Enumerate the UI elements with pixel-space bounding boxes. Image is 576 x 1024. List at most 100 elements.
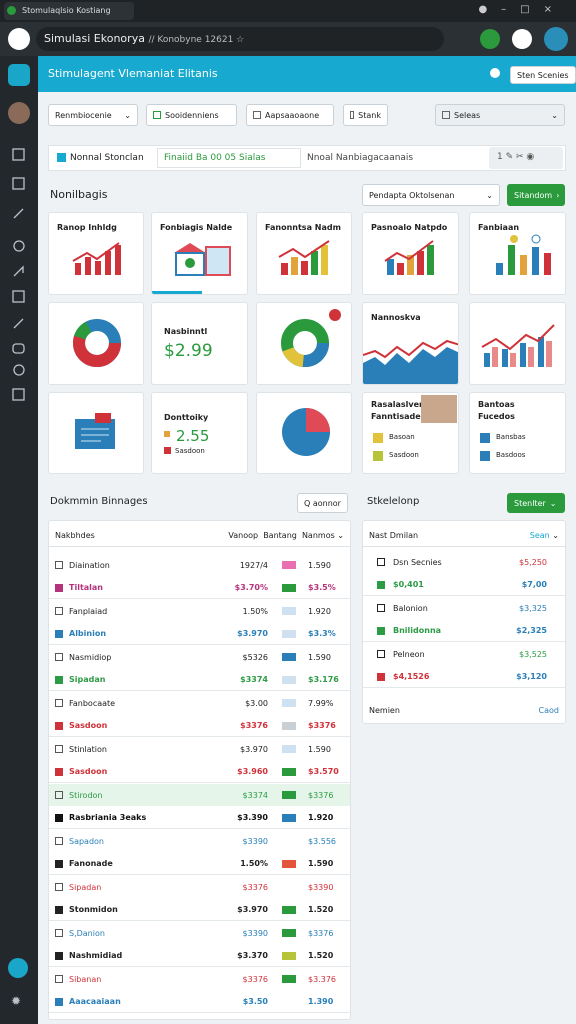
table-row[interactable]: Sibanan $3376 $3.376 [49, 968, 350, 990]
photo [421, 395, 457, 423]
caret: ⌄ [124, 110, 131, 120]
row-value: $3376 [308, 721, 336, 730]
card[interactable]: Fonbiagis Nalde [151, 212, 248, 295]
row-icon [55, 675, 63, 684]
card[interactable]: Bantoas Fucedos Bansbas Basdoos [469, 392, 566, 474]
card[interactable]: Nasbinntl $2.99 [151, 302, 248, 385]
table-row[interactable]: Fanonade 1.50% 1.590 [49, 853, 350, 875]
url-field[interactable]: Simulasi Ekonorya // Konobyne 12621 ☆ [36, 27, 444, 51]
help[interactable] [512, 29, 532, 49]
row-name: $0,401 [393, 580, 424, 589]
list-label: Bansbas [496, 433, 526, 441]
tab-item[interactable]: Nnoal Nanbiagacaanais [307, 153, 414, 163]
card[interactable] [256, 302, 352, 385]
tab-item[interactable]: Nonnal Stonclan [57, 153, 144, 163]
tab-icon [7, 6, 16, 15]
card[interactable] [48, 302, 144, 385]
card[interactable]: Ranop Inhldg [48, 212, 144, 295]
filter[interactable]: Sooidenniens [146, 104, 237, 126]
filter-label: Renmbiocenie [55, 110, 112, 120]
table-button[interactable]: Q aonnor [297, 493, 348, 513]
table-row[interactable]: Fanplaiad 1.50% 1.920 [49, 600, 350, 622]
panel-footer: Nemien Caod [363, 699, 565, 721]
toolbar[interactable]: 1 ✎ ✂ ◉ [489, 147, 563, 169]
panel-row[interactable]: Pelneon $3,525 [363, 643, 565, 665]
window-controls[interactable]: ●–□× [478, 4, 566, 15]
nav-icons[interactable] [10, 146, 28, 406]
card[interactable]: Rasalaslvenn Fanntisaden Basoan Sasdoon [362, 392, 459, 474]
panel-row[interactable]: Bnilidonna $2,325 [363, 620, 565, 642]
logo[interactable] [8, 64, 30, 86]
profile[interactable] [544, 27, 568, 51]
notification[interactable] [490, 68, 500, 78]
header-cell: Nanmos [301, 531, 335, 540]
card[interactable]: Donttoiky 2.55 Sasdoon [151, 392, 248, 474]
row-value: $3.570 [308, 767, 339, 776]
row-value: 7.99% [308, 698, 334, 708]
swatch [282, 721, 296, 730]
table-row[interactable]: Sipadan $3376 $3390 [49, 876, 350, 898]
filter[interactable]: Aapsaaoaone [246, 104, 334, 126]
table-row[interactable]: Sapadon $3390 $3.556 [49, 830, 350, 852]
row-icon [55, 905, 63, 914]
filter[interactable]: Seleas ⌄ [435, 104, 565, 126]
row-name: Tiltalan [69, 583, 103, 592]
filter[interactable]: Renmbiocenie ⌄ [48, 104, 138, 126]
extension[interactable] [480, 29, 500, 49]
table-row[interactable]: Albinion $3.970 $3.3% [49, 623, 350, 645]
table-row[interactable]: Sasdoon $3.960 $3.570 [49, 761, 350, 783]
card[interactable]: Fanonntsa Nadm [256, 212, 352, 295]
filter[interactable]: Stank [343, 104, 388, 126]
filter-icon [350, 111, 355, 119]
tab[interactable]: Stomulaqlsio Kostiang [4, 2, 134, 20]
tab-bar: Stomulaqlsio Kostiang ●–□× [0, 0, 576, 22]
panel-row[interactable]: Dsn Secnies $5,250 [363, 551, 565, 573]
panel-button[interactable]: Stenlter ⌄ [507, 493, 565, 513]
card[interactable] [469, 302, 566, 385]
app-title: Stimulagent Vlemaniat Elitanis [48, 67, 218, 80]
table-row[interactable]: Sipadan $3374 $3.176 [49, 669, 350, 691]
table-row[interactable]: Aaacaaiaan $3.50 1.390 [49, 991, 350, 1013]
panel-row[interactable]: Balonion $3,325 [363, 597, 565, 619]
table-row[interactable]: Diaination 1927/4 1.590 [49, 554, 350, 576]
table-row[interactable]: Nashmidiad $3.370 1.520 [49, 945, 350, 967]
swatch [282, 883, 296, 891]
row-name: Nasmidiop [69, 652, 112, 662]
table-row[interactable]: Sasdoon $3376 $3376 [49, 715, 350, 737]
panel-row[interactable]: $0,401 $7,00 [363, 574, 565, 596]
dropdown[interactable]: Pendapta Oktolsenan ⌄ [362, 184, 500, 206]
card[interactable]: Fanbiaan [469, 212, 566, 295]
card[interactable]: Nannoskva [362, 302, 459, 385]
badge [329, 309, 341, 321]
card[interactable] [256, 392, 352, 474]
swatch [282, 813, 296, 822]
table-row[interactable]: Tiltalan $3.70% $3.5% [49, 577, 350, 599]
tab-row: Nonnal Stonclan Finaiid Ba 00 05 Sialas … [48, 145, 566, 171]
table-row[interactable]: Stinlation $3.970 1.590 [49, 738, 350, 760]
swatch [282, 561, 296, 569]
progress [152, 291, 202, 294]
row-value: 1.520 [308, 951, 334, 960]
settings[interactable]: ✹ [11, 994, 22, 1008]
sidebar: ✹ [0, 56, 38, 1024]
footer-link[interactable]: Caod [538, 705, 559, 715]
tab-item[interactable]: Finaiid Ba 00 05 Sialas [157, 148, 301, 168]
user-avatar[interactable] [8, 102, 30, 124]
table-row[interactable]: Stonmidon $3.970 1.520 [49, 899, 350, 921]
table-row[interactable]: Nasmidiop $5326 1.590 [49, 646, 350, 668]
row-value: $3376 [308, 790, 334, 800]
table-row[interactable]: S,Danion $3390 $3376 [49, 922, 350, 944]
primary-button[interactable]: Sitandom › [507, 184, 565, 206]
table-row[interactable]: Stirodon $3374 $3376 [49, 784, 350, 806]
chat[interactable] [8, 958, 28, 978]
row-name: Aaacaaiaan [69, 997, 121, 1006]
table-row[interactable]: Fanbocaate $3.00 7.99% [49, 692, 350, 714]
chart-icon [72, 242, 121, 275]
panel-row[interactable]: $4,1526 $3,120 [363, 666, 565, 688]
header-cell: Vanoop [228, 531, 259, 540]
card[interactable] [48, 392, 144, 474]
header-button[interactable]: Sten Scenies [510, 66, 576, 84]
filter-label: Stank [358, 110, 381, 120]
card[interactable]: Pasnoalo Natpdo [362, 212, 459, 295]
table-row[interactable]: Rasbriania 3eaks $3.390 1.920 [49, 807, 350, 829]
